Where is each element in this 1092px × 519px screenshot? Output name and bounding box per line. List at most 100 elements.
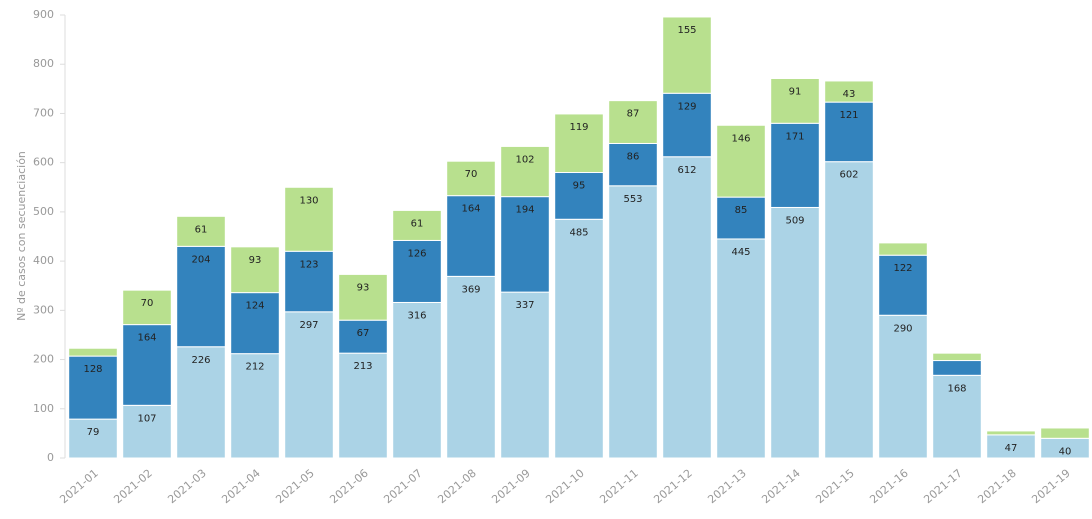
value-label: 123	[299, 259, 318, 270]
value-label: 95	[573, 181, 586, 192]
value-label: 194	[515, 205, 534, 216]
y-tick-label: 500	[33, 205, 54, 218]
bar-segment	[986, 430, 1036, 436]
x-tick-label: 2021-03	[165, 467, 209, 507]
bar-segment	[608, 100, 658, 144]
value-label: 122	[893, 263, 912, 274]
bar-segment	[770, 206, 820, 459]
bar-segment	[932, 374, 982, 459]
value-label: 146	[731, 133, 750, 144]
value-label: 47	[1005, 443, 1018, 454]
bar-segment	[284, 250, 334, 313]
bar-segment	[716, 238, 766, 459]
value-label: 91	[789, 86, 802, 97]
value-label: 226	[191, 355, 210, 366]
bar-segment	[284, 186, 334, 252]
value-label: 40	[1059, 446, 1072, 457]
y-axis-label: Nº de casos con secuenciación	[15, 151, 28, 321]
y-tick-label: 200	[33, 353, 54, 366]
value-label: 70	[141, 298, 154, 309]
x-tick-label: 2021-02	[111, 467, 155, 507]
value-label: 171	[785, 131, 804, 142]
value-label: 164	[137, 333, 156, 344]
bar-segment	[230, 292, 280, 355]
value-label: 130	[299, 195, 318, 206]
value-label: 61	[411, 218, 424, 229]
y-tick-label: 800	[33, 57, 54, 70]
value-label: 128	[83, 364, 102, 375]
y-tick-label: 100	[33, 402, 54, 415]
value-label: 86	[627, 151, 640, 162]
x-tick-label: 2021-19	[1029, 467, 1073, 507]
value-label: 602	[839, 170, 858, 181]
bar-segment	[122, 404, 172, 459]
x-tick-label: 2021-01	[57, 467, 101, 507]
bar-segment	[932, 352, 982, 362]
bar-segment	[176, 346, 226, 459]
value-label: 164	[461, 204, 480, 215]
bar-segment	[338, 273, 388, 321]
value-label: 553	[623, 194, 642, 205]
x-tick-label: 2021-05	[273, 467, 317, 507]
bar-segment	[716, 124, 766, 198]
bar-segment	[824, 161, 874, 459]
value-label: 445	[731, 247, 750, 258]
bar-segment	[878, 242, 928, 256]
bar-segment	[932, 360, 982, 376]
bar-segment	[1040, 427, 1090, 439]
value-label: 316	[407, 310, 426, 321]
value-label: 102	[515, 154, 534, 165]
bar-segment	[716, 196, 766, 240]
value-label: 107	[137, 413, 156, 424]
bar-segment	[770, 77, 820, 124]
value-label: 70	[465, 169, 478, 180]
value-label: 204	[191, 254, 210, 265]
value-label: 168	[947, 383, 966, 394]
value-label: 93	[249, 255, 262, 266]
bar-segment	[68, 418, 118, 459]
value-label: 212	[245, 362, 264, 373]
x-tick-label: 2021-12	[651, 467, 695, 507]
bar-segment	[122, 289, 172, 326]
x-tick-label: 2021-15	[813, 467, 857, 507]
x-tick-label: 2021-08	[435, 467, 479, 507]
value-label: 213	[353, 361, 372, 372]
bar-segment	[230, 353, 280, 459]
x-tick-label: 2021-10	[543, 467, 587, 507]
bar-segment	[68, 347, 118, 357]
bar-segment	[554, 172, 604, 220]
bar-segment	[824, 80, 874, 103]
bar-segment	[68, 355, 118, 420]
y-tick-label: 600	[33, 156, 54, 169]
bar-segment	[284, 311, 334, 459]
x-tick-label: 2021-18	[975, 467, 1019, 507]
bar-segment	[500, 145, 550, 198]
bar-segment	[446, 195, 496, 277]
value-label: 612	[677, 165, 696, 176]
bar-segment	[878, 254, 928, 316]
value-label: 155	[677, 25, 696, 36]
value-label: 124	[245, 301, 264, 312]
bar-segment	[662, 92, 712, 158]
bar-segment	[230, 246, 280, 294]
x-tick-label: 2021-14	[759, 467, 803, 507]
y-tick-label: 0	[47, 451, 54, 464]
bar-segment	[500, 196, 550, 293]
bar-segment	[554, 218, 604, 459]
x-tick-label: 2021-17	[921, 467, 965, 507]
value-label: 369	[461, 284, 480, 295]
y-tick-label: 400	[33, 254, 54, 267]
bar-segment	[608, 185, 658, 459]
bar-segment	[176, 215, 226, 247]
value-label: 85	[735, 205, 748, 216]
bar-segment	[500, 291, 550, 459]
bar-segment	[608, 142, 658, 187]
bar-segment	[446, 275, 496, 459]
y-tick-label: 700	[33, 106, 54, 119]
value-label: 67	[357, 328, 370, 339]
value-label: 79	[87, 427, 100, 438]
bar-segment	[878, 314, 928, 459]
y-tick-label: 900	[33, 8, 54, 21]
value-label: 61	[195, 224, 208, 235]
